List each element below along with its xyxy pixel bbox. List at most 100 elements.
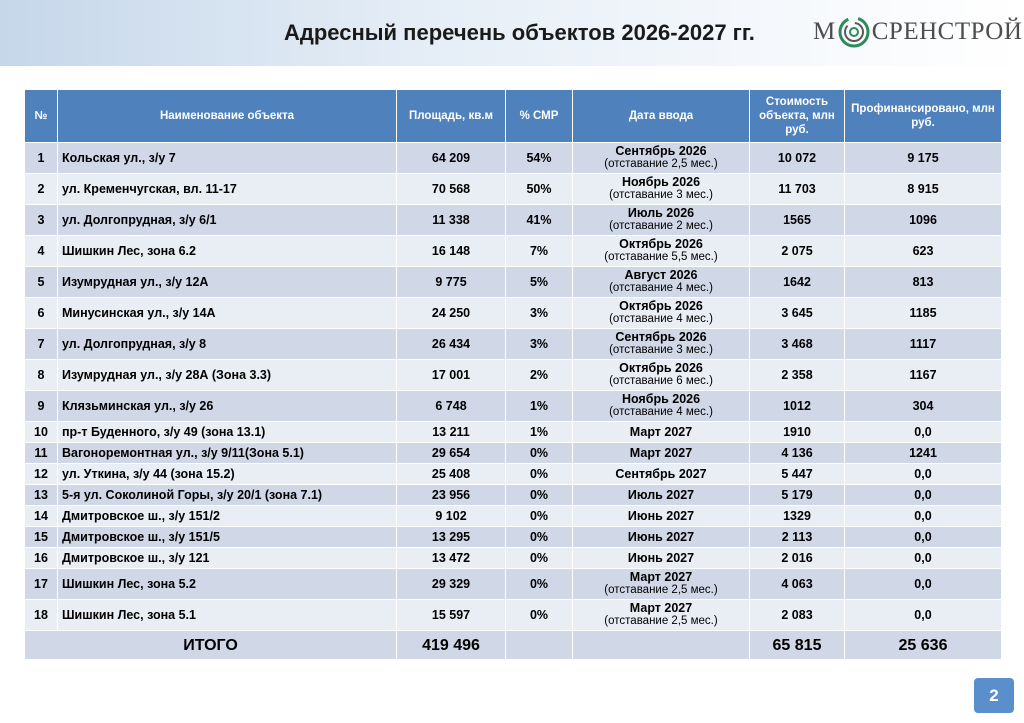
cell-smr: 1% <box>505 390 573 422</box>
col-header-cost: Стоимость объекта, млн руб. <box>749 89 845 143</box>
cell-name: Дмитровское ш., з/у 151/2 <box>57 505 397 527</box>
table-row: 9 Клязьминская ул., з/у 26 6 748 1% Ноябрь 2… <box>24 390 1002 422</box>
cell-smr: 0% <box>505 505 573 527</box>
cell-name: Изумрудная ул., з/у 12А <box>57 266 397 298</box>
cell-smr: 3% <box>505 328 573 360</box>
cell-number: 14 <box>24 505 58 527</box>
cell-cost: 1910 <box>749 421 845 443</box>
cell-financed: 1185 <box>844 297 1002 329</box>
cell-area: 70 568 <box>396 173 506 205</box>
cell-financed: 0,0 <box>844 505 1002 527</box>
table-row: 8 Изумрудная ул., з/у 28А (Зона 3.3) 17 00… <box>24 359 1002 391</box>
cell-smr: 0% <box>505 547 573 569</box>
table-row: 15 Дмитровское ш., з/у 151/5 13 295 0% Июнь … <box>24 526 1002 548</box>
date-value: Июнь 2027 <box>627 508 695 523</box>
page-number-badge: 2 <box>974 678 1014 713</box>
cell-name: 5-я ул. Соколиной Горы, з/у 20/1 (зона 7… <box>57 484 397 506</box>
total-cost: 65 815 <box>749 630 845 660</box>
cell-date: Август 2026 (отставание 4 мес.) <box>572 266 750 298</box>
cell-area: 23 956 <box>396 484 506 506</box>
cell-number: 10 <box>24 421 58 443</box>
cell-date: Июнь 2027 <box>572 505 750 527</box>
cell-financed: 0,0 <box>844 547 1002 569</box>
cell-cost: 1565 <box>749 204 845 236</box>
cell-name: Клязьминская ул., з/у 26 <box>57 390 397 422</box>
delay-note: (отставание 2 мес.) <box>609 220 713 232</box>
cell-cost: 2 016 <box>749 547 845 569</box>
date-value: Март 2027 <box>629 424 693 439</box>
delay-note: (отставание 2,5 мес.) <box>604 584 718 596</box>
date-value: Ноябрь 2026 <box>621 392 701 406</box>
table-row: 5 Изумрудная ул., з/у 12А 9 775 5% Август 20… <box>24 266 1002 298</box>
col-header-financed: Профинансировано, млн руб. <box>844 89 1002 143</box>
date-value: Ноябрь 2026 <box>621 175 701 189</box>
table-row: 13 5-я ул. Соколиной Горы, з/у 20/1 (зона… <box>24 484 1002 506</box>
cell-financed: 1241 <box>844 442 1002 464</box>
cell-smr: 41% <box>505 204 573 236</box>
cell-area: 9 775 <box>396 266 506 298</box>
cell-number: 7 <box>24 328 58 360</box>
cell-name: Шишкин Лес, зона 5.2 <box>57 568 397 600</box>
table-row: 10 пр-т Буденного, з/у 49 (зона 13.1) 13 2… <box>24 421 1002 443</box>
date-value: Сентябрь 2026 <box>615 144 707 158</box>
cell-area: 64 209 <box>396 142 506 174</box>
table-row: 7 ул. Долгопрудная, з/у 8 26 434 3% Сентябрь… <box>24 328 1002 360</box>
cell-number: 17 <box>24 568 58 600</box>
cell-area: 13 472 <box>396 547 506 569</box>
date-value: Июнь 2027 <box>627 529 695 544</box>
date-value: Октябрь 2026 <box>619 299 703 313</box>
cell-cost: 2 075 <box>749 235 845 267</box>
cell-date: Март 2027 <box>572 421 750 443</box>
table-row: 18 Шишкин Лес, зона 5.1 15 597 0% Март 2027(… <box>24 599 1002 631</box>
cell-smr: 0% <box>505 463 573 485</box>
col-header-name: Наименование объекта <box>57 89 397 143</box>
cell-number: 4 <box>24 235 58 267</box>
header-band: Адресный перечень объектов 2026-2027 гг.… <box>0 0 1024 66</box>
cell-cost: 2 113 <box>749 526 845 548</box>
cell-name: Кольская ул., з/у 7 <box>57 142 397 174</box>
page-title: Адресный перечень объектов 2026-2027 гг. <box>284 20 755 45</box>
cell-area: 9 102 <box>396 505 506 527</box>
date-value: Июль 2027 <box>627 487 695 502</box>
total-financed: 25 636 <box>844 630 1002 660</box>
cell-financed: 0,0 <box>844 526 1002 548</box>
objects-table-container: № Наименование объекта Площадь, кв.м % С… <box>24 89 1002 660</box>
cell-date: Сентябрь 2027 <box>572 463 750 485</box>
cell-smr: 54% <box>505 142 573 174</box>
cell-area: 15 597 <box>396 599 506 631</box>
delay-note: (отставание 4 мес.) <box>609 313 713 325</box>
cell-area: 25 408 <box>396 463 506 485</box>
cell-number: 13 <box>24 484 58 506</box>
cell-smr: 0% <box>505 484 573 506</box>
table-row: 17 Шишкин Лес, зона 5.2 29 329 0% Март 2027(… <box>24 568 1002 600</box>
cell-smr: 0% <box>505 526 573 548</box>
cell-number: 6 <box>24 297 58 329</box>
cell-smr: 0% <box>505 599 573 631</box>
cell-name: ул. Кременчугская, вл. 11-17 <box>57 173 397 205</box>
delay-note: (отставание 3 мес.) <box>609 189 713 201</box>
cell-smr: 2% <box>505 359 573 391</box>
cell-cost: 11 703 <box>749 173 845 205</box>
cell-smr: 0% <box>505 442 573 464</box>
delay-note: (отставание 2,5 мес.) <box>604 615 718 627</box>
delay-note: (отставание 6 мес.) <box>609 375 713 387</box>
date-value: Август 2026 <box>624 268 698 282</box>
cell-number: 9 <box>24 390 58 422</box>
cell-area: 11 338 <box>396 204 506 236</box>
logo-emblem-icon <box>838 16 870 48</box>
cell-cost: 5 447 <box>749 463 845 485</box>
cell-date: Июнь 2027 <box>572 547 750 569</box>
cell-financed: 1096 <box>844 204 1002 236</box>
table-row: 3 ул. Долгопрудная, з/у 6/1 11 338 41% Июль … <box>24 204 1002 236</box>
company-logo: М СРЕНСТРОЙ <box>813 12 1022 52</box>
cell-smr: 5% <box>505 266 573 298</box>
table-row: 16 Дмитровское ш., з/у 121 13 472 0% Июнь 20… <box>24 547 1002 569</box>
col-header-area: Площадь, кв.м <box>396 89 506 143</box>
table-row: 4 Шишкин Лес, зона 6.2 16 148 7% Октябрь 202… <box>24 235 1002 267</box>
cell-number: 18 <box>24 599 58 631</box>
cell-cost: 1642 <box>749 266 845 298</box>
cell-financed: 0,0 <box>844 484 1002 506</box>
cell-financed: 0,0 <box>844 421 1002 443</box>
date-value: Март 2027 <box>629 601 693 615</box>
cell-cost: 2 358 <box>749 359 845 391</box>
